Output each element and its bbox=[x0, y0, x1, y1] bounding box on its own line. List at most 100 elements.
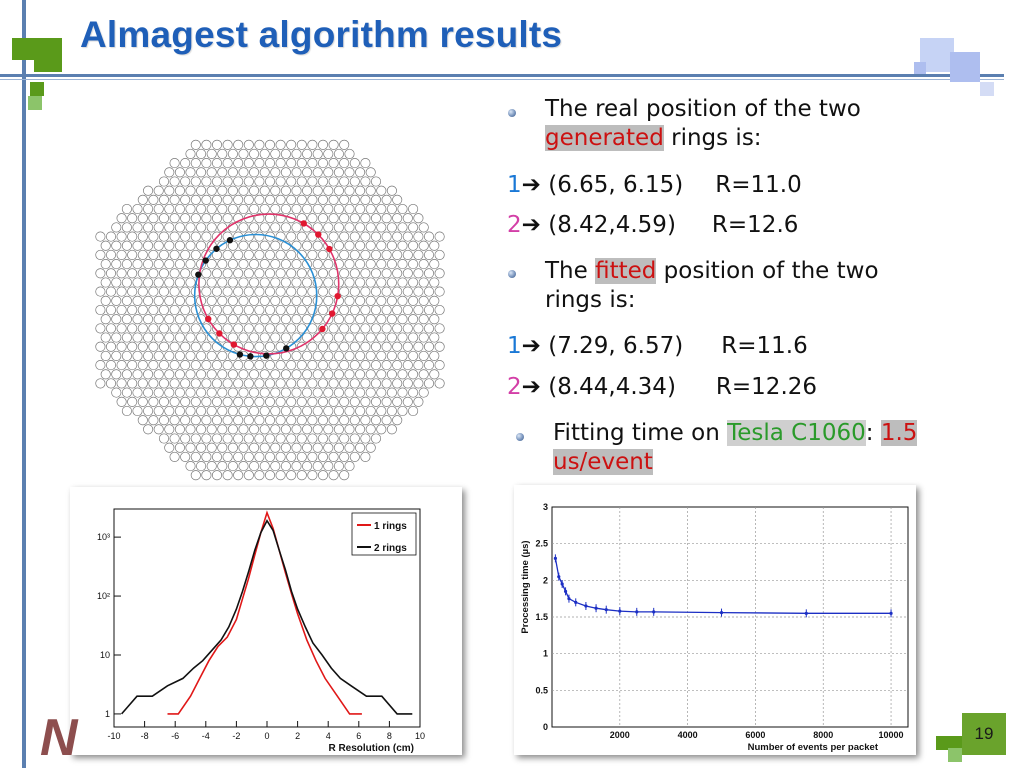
photomultiplier-cell bbox=[307, 396, 318, 407]
photomultiplier-cell bbox=[169, 158, 180, 169]
photomultiplier-cell bbox=[296, 304, 307, 316]
photomultiplier-cell bbox=[190, 213, 201, 224]
photomultiplier-cell bbox=[275, 470, 286, 481]
photomultiplier-cell bbox=[143, 203, 154, 215]
photomultiplier-cell bbox=[264, 286, 276, 297]
photomultiplier-cell bbox=[397, 203, 408, 215]
photomultiplier-cell bbox=[408, 259, 419, 270]
x-tick-label: -8 bbox=[141, 731, 149, 741]
photomultiplier-cell bbox=[370, 341, 382, 352]
photomultiplier-cell bbox=[201, 268, 212, 279]
photomultiplier-cell bbox=[153, 332, 164, 343]
photomultiplier-cell bbox=[233, 378, 244, 389]
x-tick-label: 6000 bbox=[745, 730, 765, 740]
photomultiplier-cell bbox=[370, 396, 382, 407]
fitted-row-1: 1➔ (7.29, 6.57) R=11.6 bbox=[507, 332, 808, 361]
photomultiplier-cell bbox=[429, 277, 440, 288]
photomultiplier-cell bbox=[280, 405, 291, 417]
photomultiplier-cell bbox=[418, 332, 429, 343]
photomultiplier-cell bbox=[201, 139, 212, 150]
photomultiplier-cell bbox=[355, 442, 366, 453]
photomultiplier-cell bbox=[349, 213, 360, 224]
photomultiplier-cell bbox=[164, 222, 175, 233]
photomultiplier-cell bbox=[264, 304, 276, 316]
photomultiplier-cell bbox=[402, 396, 413, 407]
photomultiplier-cell bbox=[211, 194, 223, 205]
photomultiplier-cell bbox=[349, 341, 360, 352]
photomultiplier-cell bbox=[196, 240, 207, 251]
photomultiplier-cell bbox=[312, 314, 323, 325]
generated-row-2: 2➔ (8.42,4.59) R=12.6 bbox=[507, 211, 798, 240]
photomultiplier-cell bbox=[355, 277, 366, 288]
photomultiplier-cell bbox=[264, 451, 276, 462]
photomultiplier-cell bbox=[121, 405, 132, 417]
photomultiplier-cell bbox=[164, 350, 175, 361]
photomultiplier-cell bbox=[408, 332, 419, 343]
photomultiplier-cell bbox=[360, 360, 371, 371]
photomultiplier-cell bbox=[190, 470, 201, 481]
photomultiplier-cell bbox=[227, 148, 238, 159]
data-point bbox=[574, 600, 578, 604]
data-point bbox=[889, 611, 893, 615]
photomultiplier-cell bbox=[312, 148, 323, 159]
photomultiplier-cell bbox=[233, 396, 244, 407]
photomultiplier-cell bbox=[254, 451, 265, 462]
photomultiplier-cell bbox=[317, 249, 329, 260]
hit-marker bbox=[283, 345, 290, 352]
timing-text: Fitting time on Tesla C1060: 1.5 us/even… bbox=[553, 419, 918, 477]
photomultiplier-cell bbox=[360, 286, 371, 297]
photomultiplier-cell bbox=[206, 295, 217, 306]
photomultiplier-cell bbox=[249, 240, 260, 251]
photomultiplier-cell bbox=[370, 268, 382, 279]
photomultiplier-cell bbox=[116, 304, 127, 316]
photomultiplier-cell bbox=[227, 167, 238, 178]
photomultiplier-cell bbox=[312, 203, 323, 215]
fitted-post: position of the two bbox=[656, 258, 879, 284]
photomultiplier-cell bbox=[333, 442, 344, 453]
x-tick-label: 2000 bbox=[610, 730, 630, 740]
photomultiplier-cell bbox=[121, 369, 132, 380]
generated-word: generated bbox=[545, 125, 664, 151]
photomultiplier-cell bbox=[259, 442, 270, 453]
photomultiplier-cell bbox=[423, 341, 435, 352]
photomultiplier-cell bbox=[158, 360, 170, 371]
photomultiplier-cell bbox=[397, 405, 408, 417]
data-point bbox=[560, 582, 564, 586]
photomultiplier-cell bbox=[143, 259, 154, 270]
photomultiplier-cell bbox=[355, 369, 366, 380]
photomultiplier-cell bbox=[349, 360, 360, 371]
photomultiplier-cell bbox=[143, 295, 154, 306]
photomultiplier-cell bbox=[95, 304, 106, 316]
photomultiplier-cell bbox=[328, 194, 339, 205]
photomultiplier-cell bbox=[312, 185, 323, 196]
photomultiplier-cell bbox=[360, 213, 371, 224]
photomultiplier-cell bbox=[344, 369, 355, 380]
photomultiplier-cell bbox=[296, 378, 307, 389]
hit-marker bbox=[202, 257, 209, 264]
photomultiplier-cell bbox=[344, 185, 355, 196]
x-tick-label: 4000 bbox=[678, 730, 698, 740]
photomultiplier-cell bbox=[148, 304, 159, 316]
photomultiplier-cell bbox=[222, 139, 233, 150]
photomultiplier-cell bbox=[217, 387, 228, 398]
photomultiplier-cell bbox=[196, 185, 207, 196]
photomultiplier-cell bbox=[249, 332, 260, 343]
photomultiplier-cell bbox=[201, 194, 212, 205]
photomultiplier-cell bbox=[222, 158, 233, 169]
photomultiplier-cell bbox=[317, 286, 329, 297]
photomultiplier-cell bbox=[397, 387, 408, 398]
photomultiplier-cell bbox=[249, 277, 260, 288]
photomultiplier-cell bbox=[127, 323, 138, 334]
photomultiplier-cell bbox=[323, 185, 334, 196]
photomultiplier-cell bbox=[312, 167, 323, 178]
photomultiplier-cell bbox=[386, 222, 397, 233]
histogram-series bbox=[120, 519, 413, 715]
bullet-icon bbox=[508, 270, 516, 278]
photomultiplier-cell bbox=[408, 222, 419, 233]
photomultiplier-cell bbox=[243, 451, 254, 462]
photomultiplier-cell bbox=[217, 461, 228, 472]
photomultiplier-cell bbox=[376, 277, 387, 288]
photomultiplier-cell bbox=[339, 470, 350, 481]
photomultiplier-cell bbox=[413, 231, 424, 242]
photomultiplier-cell bbox=[270, 222, 281, 233]
